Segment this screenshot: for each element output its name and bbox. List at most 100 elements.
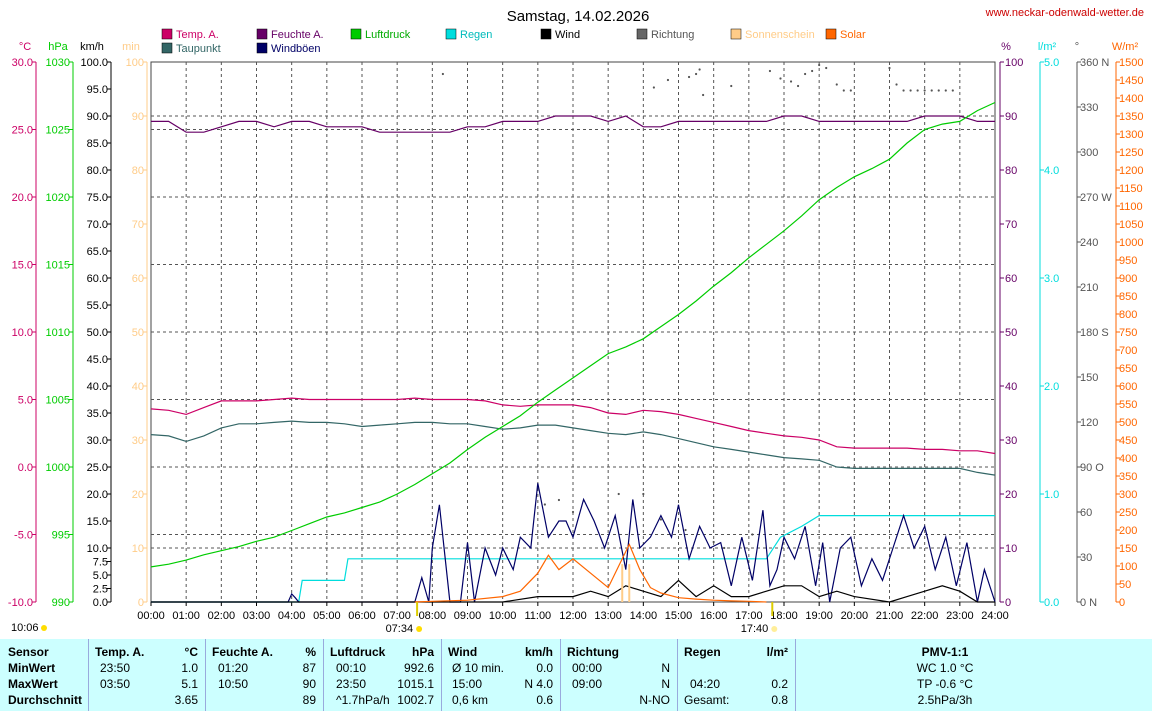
axis-tick-label-solar: 1100 — [1119, 201, 1143, 213]
direction-point — [557, 498, 561, 502]
chart-series — [150, 101, 996, 603]
direction-point — [659, 518, 663, 521]
axis-tick-label-speed: 65.0 — [87, 246, 108, 258]
direction-point — [930, 89, 933, 92]
axis-tick-label-dir: 180 S — [1080, 327, 1109, 339]
axis-tick-label-rain: 4.0 — [1044, 165, 1059, 177]
stats-header-dir: Richtung — [567, 645, 619, 659]
legend-swatch-sun — [730, 28, 742, 40]
series-line-wind — [151, 579, 995, 603]
direction-point — [712, 540, 715, 544]
x-tick-label: 05:00 — [313, 610, 341, 622]
axis-tick-label-dir: 0 N — [1080, 597, 1097, 609]
stats-value-press: 992.6 — [403, 661, 434, 675]
axis-tick-label-hum: 60 — [1005, 273, 1017, 285]
x-tick-label: 04:00 — [278, 610, 306, 622]
axis-tick-label-solar: 250 — [1119, 507, 1137, 519]
direction-point — [441, 72, 444, 76]
x-tick-label: 12:00 — [559, 610, 587, 622]
axis-tick-label-solar: 1400 — [1119, 93, 1143, 105]
axis-tick-label-sun: 90 — [132, 111, 144, 123]
legend-swatch-hum — [256, 28, 268, 40]
stats-pmv-row: WC 1.0 °C — [916, 661, 974, 675]
direction-point — [687, 75, 691, 79]
corner-time-label: 10:06 — [11, 622, 39, 634]
chart-marks: 07:34 17:40 10:06 — [11, 63, 954, 635]
x-tick-label: 19:00 — [805, 610, 833, 622]
axis-tick-label-speed: 0.0 — [93, 597, 108, 609]
stats-pmv-row: 2.5hPa/3h — [917, 693, 973, 707]
axis-tick-label-speed: 25.0 — [87, 462, 108, 474]
axis-unit-dir: ° — [1075, 41, 1079, 53]
stats-unit-wind: km/h — [524, 645, 553, 659]
legend-label-dew: Taupunkt — [176, 43, 221, 55]
site-url[interactable]: www.neckar-odenwald-wetter.de — [985, 7, 1144, 19]
axis-tick-label-temp: 25.0 — [12, 125, 33, 137]
legend-swatch-wind — [540, 28, 552, 40]
sunrise-sun-icon — [416, 626, 423, 632]
axis-tick-label-solar: 1250 — [1119, 147, 1143, 159]
stats-table: Sensor MinWert MaxWert Durchschnitt Temp. A.… — [0, 639, 1152, 711]
axis-tick-label-sun: 60 — [132, 273, 144, 285]
stats-time-press: ^1.7hPa/h — [336, 693, 390, 707]
axis-tick-label-solar: 200 — [1119, 525, 1137, 537]
axis-tick-label-hum: 50 — [1005, 327, 1017, 339]
x-tick-label: 13:00 — [594, 610, 622, 622]
axis-tick-label-solar: 750 — [1119, 327, 1137, 339]
x-tick-label: 00:00 — [137, 610, 165, 622]
stats-unit-press: hPa — [411, 645, 434, 659]
sunset-label: 17:40 — [741, 623, 769, 635]
series-line-gust — [151, 483, 996, 603]
direction-point — [804, 72, 807, 76]
direction-point — [666, 78, 670, 82]
x-tick-label: 11:00 — [524, 610, 551, 622]
stats-column-separator — [441, 639, 442, 711]
x-tick-label: 16:00 — [700, 610, 728, 622]
series-line-temp — [150, 397, 996, 455]
stats-value-hum: 89 — [302, 693, 316, 707]
axis-tick-label-solar: 900 — [1119, 273, 1137, 285]
stats-time-dir: 09:00 — [572, 677, 603, 691]
stats-value-temp: 5.1 — [181, 677, 198, 691]
axis-tick-label-rain: 2.0 — [1044, 381, 1059, 393]
x-tick-label: 23:00 — [946, 610, 974, 622]
axis-tick-label-hum: 90 — [1005, 111, 1017, 123]
stats-value-rain: 0.2 — [771, 677, 788, 691]
direction-point — [796, 84, 800, 88]
stats-time-dir: 00:00 — [572, 661, 603, 675]
axis-tick-label-speed: 70.0 — [87, 219, 108, 231]
direction-point — [811, 69, 814, 73]
stats-value-wind: N 4.0 — [524, 677, 553, 691]
stats-value-hum: 90 — [302, 677, 316, 691]
corner-sun-icon — [41, 625, 47, 631]
weather-chart: Samstag, 14.02.2026 www.neckar-odenwald-… — [8, 7, 1144, 635]
x-tick-label: 18:00 — [770, 610, 798, 622]
axis-tick-label-solar: 450 — [1119, 435, 1137, 447]
legend-label-gust: Windböen — [271, 43, 321, 55]
axis-tick-label-dir: 60 — [1080, 507, 1092, 519]
direction-point — [916, 89, 919, 92]
axis-tick-label-rain: 0.0 — [1044, 597, 1059, 609]
stats-time-rain: Gesamt: — [684, 693, 730, 707]
stats-header-pmv: PMV-1:1 — [921, 645, 969, 659]
axis-tick-label-sun: 100 — [126, 57, 144, 69]
stats-column-separator — [795, 639, 796, 711]
axis-tick-label-sun: 80 — [132, 165, 144, 177]
direction-point — [779, 77, 782, 80]
legend-label-solar: Solar — [840, 29, 866, 41]
stats-column-separator — [677, 639, 678, 711]
series-line-hum — [151, 115, 995, 133]
axis-tick-label-sun: 20 — [132, 489, 144, 501]
stats-header-hum: Feuchte A. — [212, 645, 273, 659]
chart-title: Samstag, 14.02.2026 — [507, 8, 650, 25]
axis-tick-label-hum: 0 — [1005, 597, 1011, 609]
axis-tick-label-dir: 300 — [1080, 147, 1098, 159]
axis-tick-label-speed: 7.5 — [93, 557, 108, 569]
axis-tick-label-solar: 1050 — [1119, 219, 1143, 231]
stats-value-wind: 0.6 — [536, 693, 553, 707]
x-tick-label: 24:00 — [981, 610, 1009, 622]
axis-tick-label-speed: 30.0 — [87, 435, 108, 447]
axis-tick-label-solar: 1500 — [1119, 57, 1143, 69]
stats-header-press: Luftdruck — [330, 645, 386, 659]
sunrise-label: 07:34 — [386, 623, 414, 635]
